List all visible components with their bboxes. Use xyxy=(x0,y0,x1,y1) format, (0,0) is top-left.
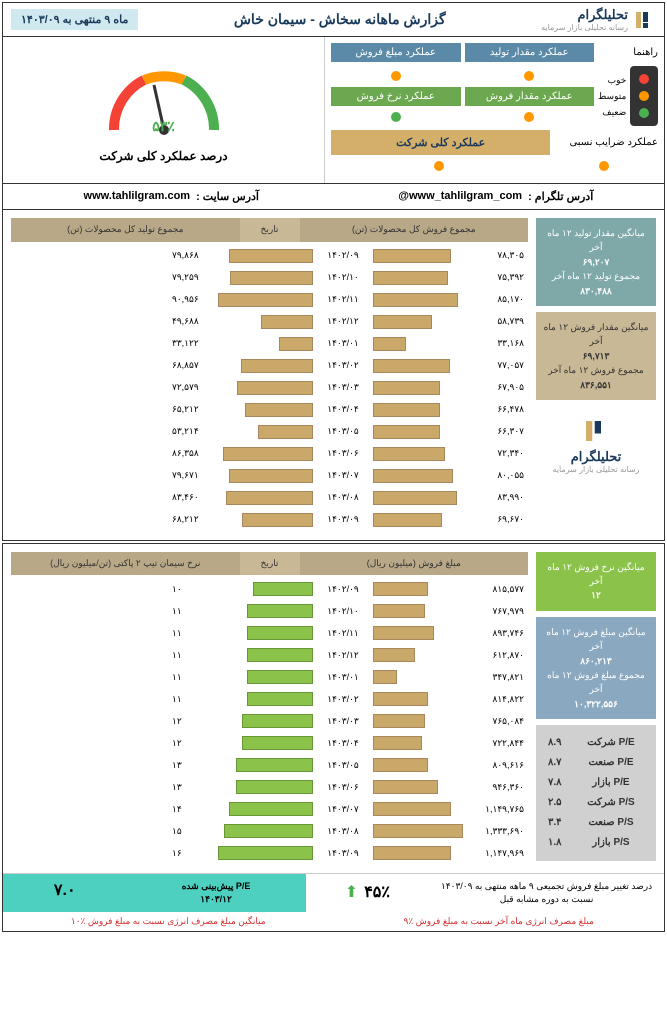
chart-row: ۶۱۲,۸۷۰۱۴۰۲/۱۲۱۱ xyxy=(11,645,528,665)
chart-row: ۷۲,۳۴۰۱۴۰۳/۰۶۸۶,۳۵۸ xyxy=(11,444,528,464)
col-rate: نرخ سیمان تیپ ۲ پاکتی (تن/میلیون ریال) xyxy=(11,552,240,576)
bottom-row: درصد تغییر مبلغ فروش تجمیعی ۹ ماهه منتهی… xyxy=(3,873,664,911)
col-sales: مجموع فروش کل محصولات (تن) xyxy=(300,218,529,242)
arrow-up-icon: ⬆ xyxy=(345,882,358,904)
pe-box: P/E شرکت۸.۹P/E صنعت۸.۷P/E بازار۷.۸P/S شر… xyxy=(536,725,656,861)
status-light xyxy=(391,112,401,122)
pe-row: P/E شرکت۸.۹ xyxy=(542,733,650,753)
good-label: خوب xyxy=(598,72,626,88)
col-date: تاریخ xyxy=(240,218,300,242)
chart-row: ۶۹,۶۷۰۱۴۰۳/۰۹۶۸,۲۱۲ xyxy=(11,510,528,530)
pe-row: P/S شرکت۲.۵ xyxy=(542,793,650,813)
telegram-link[interactable]: @www_tahlilgram_com xyxy=(398,190,522,203)
guide-title: راهنما xyxy=(598,47,658,58)
pe-fwd-label: P/E پیش‌بینی شده xyxy=(132,880,299,893)
chart-row: ۸۰۹,۶۱۶۱۴۰۳/۰۵۱۳ xyxy=(11,755,528,775)
chart-row: ۷۶۵,۰۸۴۱۴۰۳/۰۳۱۲ xyxy=(11,711,528,731)
col-date-b: تاریخ xyxy=(240,552,300,576)
traffic-light-icon xyxy=(630,66,658,126)
status-light xyxy=(599,161,609,171)
chart-row: ۱,۱۴۷,۹۶۹۱۴۰۳/۰۹۱۶ xyxy=(11,843,528,863)
pe-row: P/E بازار۷.۸ xyxy=(542,773,650,793)
status-light xyxy=(391,71,401,81)
section-a: میانگین مقدار تولید ۱۲ ماه آخر ۶۹,۲۰۷ مج… xyxy=(3,210,664,540)
status-light xyxy=(434,161,444,171)
chart-row: ۷۸,۳۰۵۱۴۰۲/۰۹۷۹,۸۶۸ xyxy=(11,246,528,266)
chart-row: ۶۶,۳۰۷۱۴۰۳/۰۵۵۳,۲۱۴ xyxy=(11,422,528,442)
brand-name: تحلیلگرام xyxy=(541,7,628,23)
ratio-label: عملکرد ضرایب نسبی xyxy=(554,137,658,148)
pe-row: P/E صنعت۸.۷ xyxy=(542,753,650,773)
col-prod: مجموع تولید کل محصولات (تن) xyxy=(11,218,240,242)
stat-amt: میانگین مبلغ فروش ۱۲ ماه آخر ۸۶۰,۲۱۳ مجم… xyxy=(536,617,656,719)
chart-row: ۷۶۷,۹۷۹۱۴۰۲/۱۰۱۱ xyxy=(11,601,528,621)
chart-row: ۷۵,۳۹۲۱۴۰۲/۱۰۷۹,۲۵۹ xyxy=(11,268,528,288)
chart-row: ۶۷,۹۰۵۱۴۰۳/۰۳۷۲,۵۷۹ xyxy=(11,378,528,398)
pe-fwd-date: ۱۴۰۳/۱۲ xyxy=(132,893,299,906)
chart-row: ۵۸,۷۳۹۱۴۰۲/۱۲۴۹,۶۸۸ xyxy=(11,312,528,332)
chart-row: ۸۰,۰۵۵۱۴۰۳/۰۷۷۹,۶۷۱ xyxy=(11,466,528,486)
chart-row: ۸۵,۱۷۰۱۴۰۲/۱۱۹۰,۹۵۶ xyxy=(11,290,528,310)
stat-sales: میانگین مقدار فروش ۱۲ ماه آخر ۶۹,۷۱۳ مجم… xyxy=(536,312,656,400)
status-light xyxy=(524,112,534,122)
status-light xyxy=(524,71,534,81)
links-row: آدرس تلگرام : @www_tahlilgram_com آدرس س… xyxy=(3,184,664,210)
gauge-label: درصد عملکرد کلی شرکت xyxy=(11,149,316,163)
pe-fwd-val: ۷.۰ xyxy=(3,874,126,911)
chart-row: ۳۳,۱۶۸۱۴۰۳/۰۱۳۳,۱۲۲ xyxy=(11,334,528,354)
stat-prod: میانگین مقدار تولید ۱۲ ماه آخر ۶۹,۲۰۷ مج… xyxy=(536,218,656,306)
chart-row: ۸۱۵,۵۷۷۱۴۰۲/۰۹۱۰ xyxy=(11,579,528,599)
guide-panel: راهنما عملکرد مقدار تولید عملکرد مبلغ فر… xyxy=(324,37,664,183)
logo: تحلیلگرام رسانه تحلیلی بازار سرمایه xyxy=(541,7,656,32)
footer-right: مبلغ مصرف انرژی ماه آخر نسبت به مبلغ فرو… xyxy=(334,912,665,931)
chart-row: ۸۹۳,۷۴۶۱۴۰۲/۱۱۱۱ xyxy=(11,623,528,643)
site-label: آدرس سایت : xyxy=(196,190,259,203)
cell-sales-rate: عملکرد نرخ فروش xyxy=(331,87,461,106)
telegram-label: آدرس تلگرام : xyxy=(528,190,593,203)
cell-sales-amt: عملکرد مبلغ فروش xyxy=(331,43,461,62)
medium-label: متوسط xyxy=(598,88,626,104)
chart-row: ۷۷,۰۵۷۱۴۰۳/۰۲۶۸,۸۵۷ xyxy=(11,356,528,376)
site-link[interactable]: www.tahlilgram.com xyxy=(84,190,191,203)
brand-footer: تحلیلگرام رسانه تحلیلی بازار سرمایه xyxy=(536,406,656,484)
chart-row: ۶۶,۴۷۸۱۴۰۳/۰۴۶۵,۲۱۲ xyxy=(11,400,528,420)
cell-sales-qty: عملکرد مقدار فروش xyxy=(465,87,595,106)
report-date: ماه ۹ منتهی به ۱۴۰۳/۰۹ xyxy=(11,9,138,30)
pe-row: P/S بازار۱.۸ xyxy=(542,833,650,853)
chart-row: ۹۴۶,۳۶۰۱۴۰۳/۰۶۱۳ xyxy=(11,777,528,797)
footer-left: میانگین مبلغ مصرف انرژی نسبت به مبلغ فرو… xyxy=(3,912,334,931)
col-amt: مبلغ فروش (میلیون ریال) xyxy=(300,552,529,576)
change-val: ۴۵٪ xyxy=(364,882,390,904)
gauge-panel: ۵۳٪ درصد عملکرد کلی شرکت xyxy=(3,37,324,183)
chart-row: ۷۲۲,۸۴۴۱۴۰۳/۰۴۱۲ xyxy=(11,733,528,753)
chart-row: ۳۴۷,۸۲۱۱۴۰۳/۰۱۱۱ xyxy=(11,667,528,687)
brand-sub: رسانه تحلیلی بازار سرمایه xyxy=(541,23,628,32)
gauge-pct: ۵۳٪ xyxy=(152,118,175,135)
chart-row: ۱,۱۴۹,۷۶۵۱۴۰۳/۰۷۱۴ xyxy=(11,799,528,819)
chart-row: ۱,۳۳۳,۶۹۰۱۴۰۳/۰۸۱۵ xyxy=(11,821,528,841)
weak-label: ضعیف xyxy=(598,104,626,120)
header: تحلیلگرام رسانه تحلیلی بازار سرمایه گزار… xyxy=(3,3,664,37)
report-title: گزارش ماهانه سخاش - سیمان خاش xyxy=(138,11,541,28)
change-label: درصد تغییر مبلغ فروش تجمیعی ۹ ماهه منتهی… xyxy=(435,880,658,905)
chart-row: ۸۱۴,۸۲۲۱۴۰۳/۰۲۱۱ xyxy=(11,689,528,709)
stat-rate: میانگین نرخ فروش ۱۲ ماه آخر ۱۲ xyxy=(536,552,656,611)
chart-row: ۸۳,۹۹۰۱۴۰۳/۰۸۸۳,۴۶۰ xyxy=(11,488,528,508)
cell-prod-qty: عملکرد مقدار تولید xyxy=(465,43,595,62)
pe-row: P/S صنعت۳.۴ xyxy=(542,813,650,833)
overall-label: عملکرد کلی شرکت xyxy=(331,130,550,155)
section-b: میانگین نرخ فروش ۱۲ ماه آخر ۱۲ میانگین م… xyxy=(3,544,664,874)
